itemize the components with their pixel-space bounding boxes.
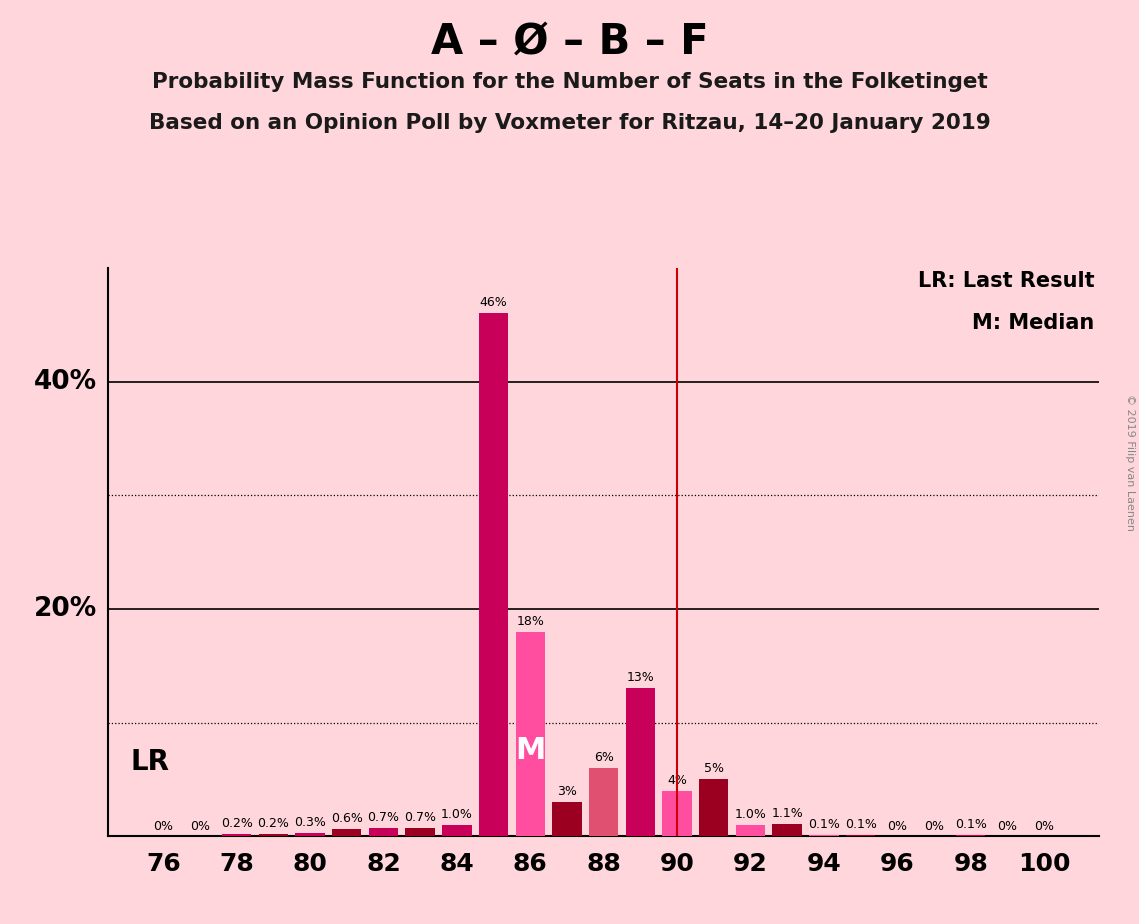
Text: Probability Mass Function for the Number of Seats in the Folketinget: Probability Mass Function for the Number… — [151, 72, 988, 92]
Text: A – Ø – B – F: A – Ø – B – F — [431, 20, 708, 62]
Text: 5%: 5% — [704, 762, 723, 775]
Text: 0.7%: 0.7% — [368, 811, 400, 824]
Bar — [736, 825, 765, 836]
Text: 13%: 13% — [626, 672, 654, 685]
Bar — [333, 830, 361, 836]
Bar — [478, 313, 508, 836]
Text: 0%: 0% — [887, 821, 908, 833]
Text: 0%: 0% — [154, 821, 173, 833]
Text: © 2019 Filip van Laenen: © 2019 Filip van Laenen — [1125, 394, 1134, 530]
Bar — [809, 835, 838, 836]
Bar — [516, 632, 544, 836]
Text: 0.2%: 0.2% — [221, 817, 253, 830]
Text: 0.3%: 0.3% — [294, 816, 326, 829]
Text: 40%: 40% — [34, 369, 97, 395]
Text: 6%: 6% — [593, 751, 614, 764]
Text: 0.2%: 0.2% — [257, 817, 289, 830]
Bar — [295, 833, 325, 836]
Text: Based on an Opinion Poll by Voxmeter for Ritzau, 14–20 January 2019: Based on an Opinion Poll by Voxmeter for… — [148, 113, 991, 133]
Bar — [589, 768, 618, 836]
Bar — [222, 834, 252, 836]
Text: 0%: 0% — [1034, 821, 1054, 833]
Bar — [699, 780, 729, 836]
Text: 1.0%: 1.0% — [441, 808, 473, 821]
Text: 0%: 0% — [190, 821, 210, 833]
Text: 0.6%: 0.6% — [330, 812, 362, 825]
Text: 0%: 0% — [924, 821, 944, 833]
Bar — [259, 834, 288, 836]
Text: M: M — [515, 736, 546, 765]
Text: M: Median: M: Median — [972, 313, 1095, 334]
Bar — [846, 835, 875, 836]
Text: 0.7%: 0.7% — [404, 811, 436, 824]
Text: LR: Last Result: LR: Last Result — [918, 271, 1095, 291]
Text: 0%: 0% — [998, 821, 1017, 833]
Text: 0.1%: 0.1% — [954, 818, 986, 831]
Bar — [405, 828, 435, 836]
Text: 0.1%: 0.1% — [808, 818, 839, 831]
Text: 20%: 20% — [33, 596, 97, 622]
Text: LR: LR — [131, 748, 170, 776]
Text: 46%: 46% — [480, 297, 508, 310]
Text: 18%: 18% — [516, 614, 544, 627]
Bar — [442, 825, 472, 836]
Bar — [369, 828, 399, 836]
Text: 3%: 3% — [557, 785, 577, 798]
Bar — [625, 688, 655, 836]
Bar — [772, 823, 802, 836]
Text: 1.0%: 1.0% — [735, 808, 767, 821]
Bar — [956, 835, 985, 836]
Text: 4%: 4% — [667, 773, 687, 786]
Text: 1.1%: 1.1% — [771, 807, 803, 820]
Bar — [552, 802, 582, 836]
Bar — [663, 791, 691, 836]
Text: 0.1%: 0.1% — [845, 818, 877, 831]
